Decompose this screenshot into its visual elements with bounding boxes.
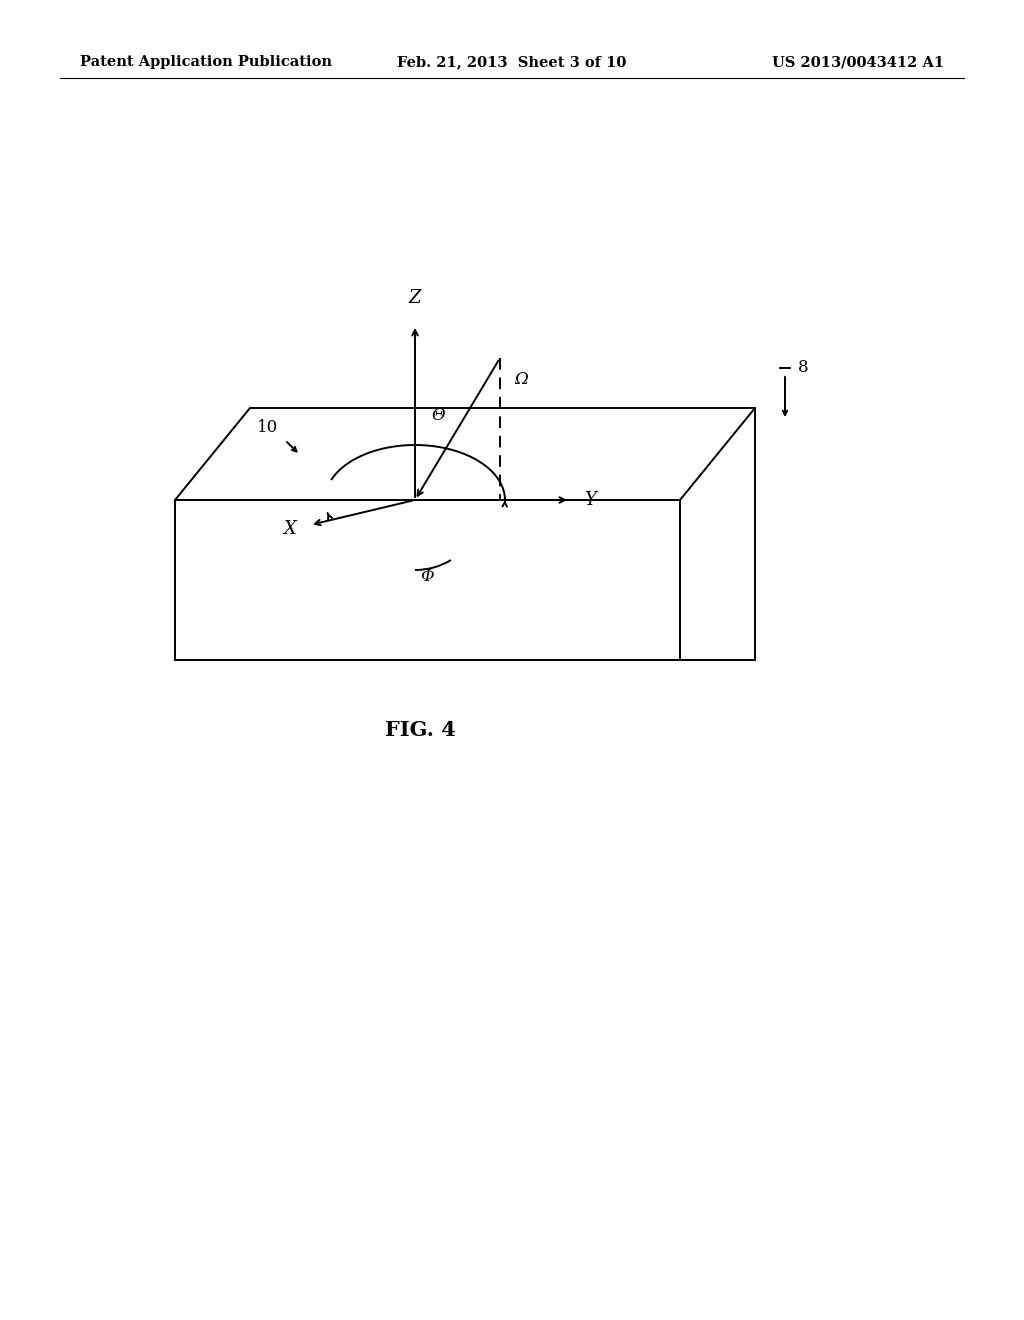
Text: Feb. 21, 2013  Sheet 3 of 10: Feb. 21, 2013 Sheet 3 of 10 (397, 55, 627, 69)
Text: 10: 10 (257, 420, 278, 437)
Text: 8: 8 (798, 359, 809, 376)
Text: Y: Y (584, 491, 596, 510)
Text: Θ: Θ (432, 407, 445, 424)
Text: FIG. 4: FIG. 4 (385, 719, 456, 741)
Text: Z: Z (409, 289, 421, 308)
Text: US 2013/0043412 A1: US 2013/0043412 A1 (772, 55, 944, 69)
Text: Ω: Ω (514, 371, 527, 388)
Text: Patent Application Publication: Patent Application Publication (80, 55, 332, 69)
Text: Φ: Φ (421, 568, 434, 585)
Text: X: X (283, 520, 296, 539)
